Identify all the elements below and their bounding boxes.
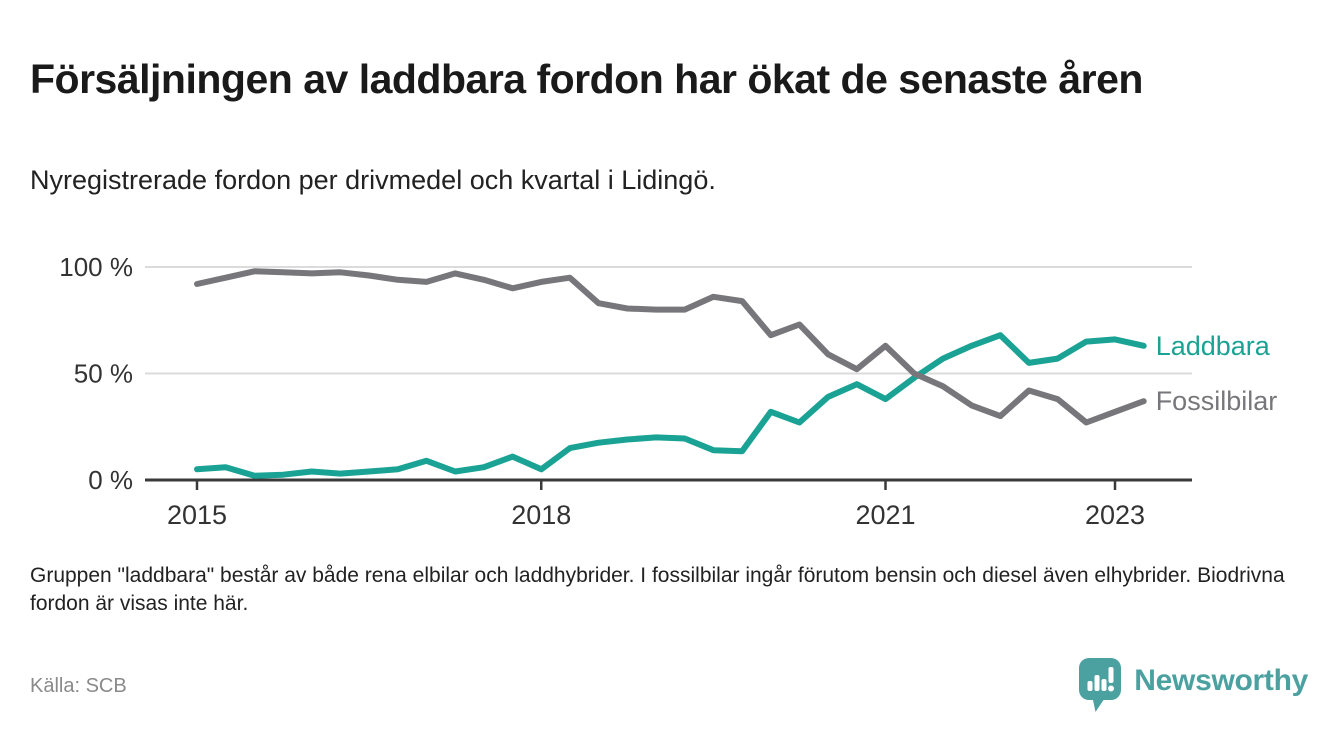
- series-line-laddbara: [194, 332, 1147, 479]
- chart-svg: 100 % 50 % 0 % 2015 2018 2021 2023 Laddbara Foss…: [59, 252, 1278, 530]
- line-chart: 100 % 50 % 0 % 2015 2018 2021 2023 Laddbara Foss…: [0, 230, 1340, 542]
- newsworthy-logo: Newsworthy: [1079, 658, 1308, 719]
- x-axis-tick-label: 2015: [167, 500, 227, 530]
- y-axis-tick-label: 50 %: [74, 359, 133, 389]
- newsworthy-logo-text: Newsworthy: [1134, 664, 1308, 697]
- chart-footnote: Gruppen "laddbara" består av både rena e…: [30, 564, 1285, 615]
- x-axis-tick-label: 2023: [1085, 500, 1145, 530]
- page-title: Försäljningen av laddbara fordon har öka…: [30, 56, 1143, 103]
- x-axis-tick-label: 2021: [855, 500, 915, 530]
- series-line-fossilbilar: [194, 268, 1147, 426]
- source-label: Källa: SCB: [30, 675, 127, 697]
- series-label-fossilbilar: Fossilbilar: [1156, 386, 1278, 416]
- newsworthy-logo-icon: [1079, 658, 1122, 719]
- x-axis-tick-label: 2018: [511, 500, 571, 530]
- series-label-laddbara: Laddbara: [1156, 331, 1271, 361]
- y-axis-tick-label: 100 %: [59, 252, 133, 282]
- y-axis-tick-label: 0 %: [88, 465, 133, 495]
- chart-subtitle: Nyregistrerade fordon per drivmedel och …: [30, 165, 716, 195]
